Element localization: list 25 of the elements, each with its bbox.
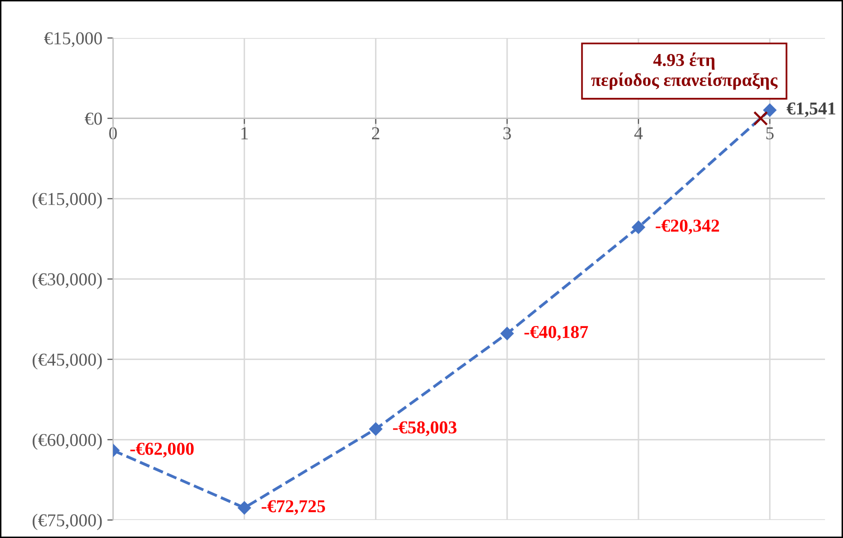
x-tick-label: 3 xyxy=(503,127,511,140)
point xyxy=(632,220,646,234)
x-tick-label: 2 xyxy=(372,127,380,140)
point xyxy=(500,326,514,340)
y-tick-label: €15,000 xyxy=(44,32,102,48)
data-label: -€20,342 xyxy=(656,220,720,234)
y-tick-label: €0 xyxy=(84,112,102,125)
data-label: -€72,725 xyxy=(262,500,326,515)
y-tick-label: (€15,000) xyxy=(32,192,102,209)
annotation: 4.93 έτη περίοδος επανείσπραξης xyxy=(591,52,778,90)
x-tick-label: 4 xyxy=(634,127,643,140)
y-tick-label: (€30,000) xyxy=(32,272,102,290)
y-tick-label: (€45,000) xyxy=(32,353,102,370)
data-label: -€62,000 xyxy=(130,442,194,458)
data-label: -€40,187 xyxy=(524,326,588,341)
data-label: -€58,003 xyxy=(393,421,456,436)
point xyxy=(369,422,382,436)
x-tick-label: 1 xyxy=(241,127,248,140)
point xyxy=(763,103,776,117)
x-tick-label: 5 xyxy=(766,127,774,140)
point xyxy=(238,501,251,514)
data-label: €1,541 xyxy=(786,102,836,118)
x-tick-label: 0 xyxy=(109,127,117,140)
y-tick-label: (€75,000) xyxy=(32,514,102,530)
y-tick-label: (€60,000) xyxy=(32,433,102,450)
